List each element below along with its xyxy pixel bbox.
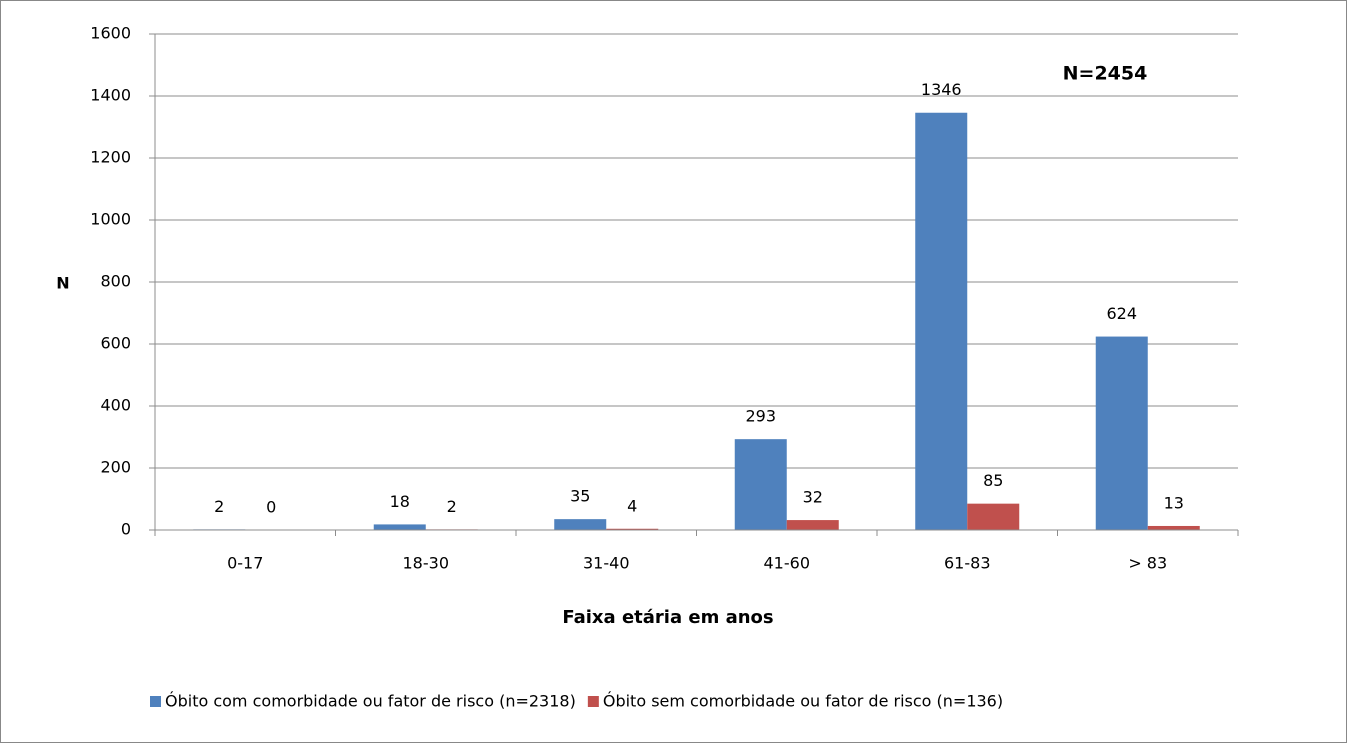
data-label: 13 (1164, 493, 1184, 512)
data-label: 0 (266, 498, 276, 517)
bar (373, 524, 426, 530)
x-tick-label: > 83 (1128, 554, 1167, 573)
x-tick-label: 41-60 (764, 554, 811, 573)
bar (734, 439, 787, 530)
y-tick-label: 1400 (90, 86, 131, 105)
bar (915, 112, 968, 531)
annotation: N=2454 (1063, 63, 1148, 85)
y-tick-label: 200 (100, 458, 131, 477)
x-tick-label: 61-83 (944, 554, 991, 573)
y-tick-label: 400 (100, 396, 131, 415)
bar (1095, 336, 1148, 530)
legend-label: Óbito com comorbidade ou fator de risco … (165, 692, 576, 711)
data-label: 18 (390, 492, 410, 511)
bar (786, 520, 839, 530)
data-label: 624 (1106, 304, 1137, 323)
x-tick-label: 31-40 (583, 554, 630, 573)
legend-swatch (587, 696, 599, 707)
bar (554, 519, 607, 530)
data-label: 32 (803, 488, 823, 507)
data-label: 2 (214, 497, 224, 516)
x-tick-label: 18-30 (403, 554, 450, 573)
legend-label: Óbito sem comorbidade ou fator de risco … (603, 692, 1003, 711)
y-axis-label: N (56, 274, 69, 293)
bar (606, 528, 659, 530)
x-axis-label: Faixa etária em anos (562, 607, 773, 628)
data-label: 85 (983, 471, 1003, 490)
data-label: 4 (627, 496, 637, 515)
y-tick-label: 1600 (90, 24, 131, 43)
data-label: 1346 (921, 80, 962, 99)
data-label: 35 (570, 487, 590, 506)
bar (967, 503, 1020, 530)
y-tick-label: 1000 (90, 210, 131, 229)
x-tick-label: 0-17 (227, 554, 263, 573)
data-label: 293 (745, 407, 776, 426)
y-tick-label: 600 (100, 334, 131, 353)
legend-swatch (150, 696, 161, 707)
y-tick-label: 800 (100, 272, 131, 291)
y-tick-label: 1200 (90, 148, 131, 167)
bar (1147, 525, 1200, 530)
y-tick-label: 0 (121, 520, 131, 539)
data-label: 2 (447, 497, 457, 516)
